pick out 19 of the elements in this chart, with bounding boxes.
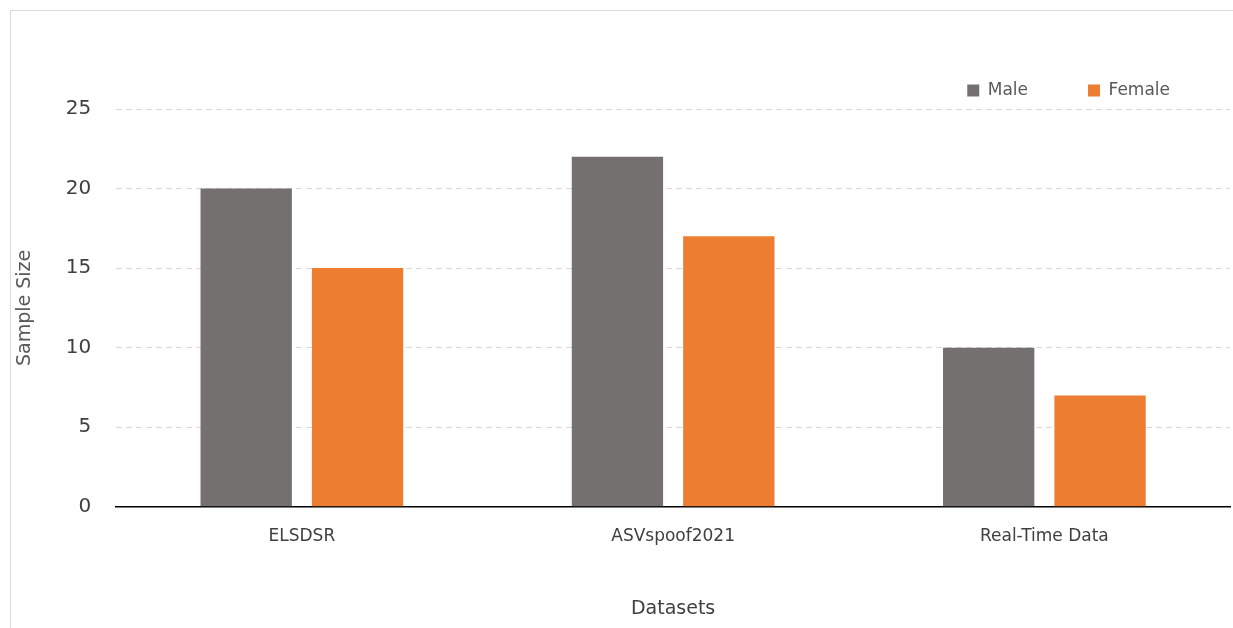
legend-label: Female: [1108, 78, 1170, 99]
x-axis-title: Datasets: [630, 595, 716, 618]
bar: [571, 156, 664, 507]
x-tick-label: ASVspoof2021: [611, 525, 735, 546]
bar: [683, 236, 775, 507]
y-axis-title: Sample Size: [12, 249, 35, 367]
x-tick-label: Real-Time Data: [979, 525, 1109, 546]
legend-label: Male: [987, 78, 1029, 99]
y-tick-label: 0: [78, 493, 92, 517]
x-tick-label: ELSDSR: [268, 525, 336, 546]
y-tick-label: 5: [78, 413, 92, 438]
y-tick-label: 10: [65, 333, 92, 358]
bar: [943, 347, 1035, 507]
y-tick-label: 15: [65, 254, 92, 279]
bar: [200, 188, 292, 507]
y-tick-label: 25: [65, 95, 92, 120]
bar: [311, 268, 404, 507]
bar: [1054, 395, 1146, 507]
y-tick-label: 20: [65, 174, 92, 199]
